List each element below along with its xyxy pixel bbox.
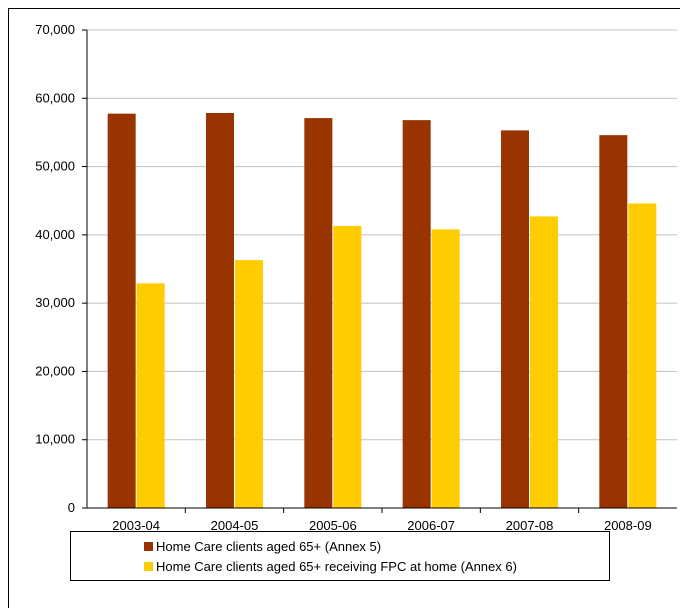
bar-series-2	[431, 229, 460, 508]
legend-label-series-1: Home Care clients aged 65+ (Annex 5)	[156, 539, 382, 554]
bar-series-2	[530, 216, 558, 509]
y-tick-label: 30,000	[35, 295, 75, 310]
legend-item-series-2: Home Care clients aged 65+ receiving FPC…	[144, 559, 517, 574]
x-tick-label: 2003-04	[112, 518, 160, 533]
bar-series-1	[304, 118, 333, 509]
bar-series-2	[235, 260, 263, 508]
gridlines	[87, 29, 677, 441]
bar-series-2	[628, 203, 657, 508]
y-tick-label: 40,000	[35, 227, 75, 242]
bar-series-1	[402, 120, 431, 508]
legend-label-series-2: Home Care clients aged 65+ receiving FPC…	[156, 559, 517, 574]
y-tick-label: 10,000	[35, 432, 75, 447]
x-tick-label: 2004-05	[211, 518, 259, 533]
x-tick-label: 2006-07	[407, 518, 455, 533]
bars	[107, 112, 657, 509]
y-tick-label: 20,000	[35, 363, 75, 378]
x-tick-label: 2008-09	[604, 518, 652, 533]
axes	[82, 29, 677, 513]
legend-swatch-series-1	[144, 542, 153, 551]
bar-series-2	[136, 283, 165, 508]
y-tick-label: 0	[68, 500, 75, 515]
bar-series-1	[501, 130, 529, 508]
legend-item-series-1: Home Care clients aged 65+ (Annex 5)	[144, 539, 381, 554]
chart-frame	[8, 8, 680, 608]
bar-series-1	[107, 113, 136, 509]
y-tick-label: 70,000	[35, 22, 75, 37]
y-tick-label: 50,000	[35, 159, 75, 174]
bar-series-1	[599, 135, 628, 508]
legend: Home Care clients aged 65+ (Annex 5) Hom…	[70, 531, 610, 581]
x-tick-label: 2007-08	[506, 518, 554, 533]
y-tick-labels: 0 10,000 20,000 30,000 40,000 50,000 60,000 70,…	[35, 22, 75, 515]
y-tick-label: 60,000	[35, 90, 75, 105]
x-tick-label: 2005-06	[309, 518, 357, 533]
bar-series-1	[206, 112, 234, 509]
bar-series-2	[333, 225, 362, 509]
legend-swatch-series-2	[144, 562, 153, 571]
x-tick-labels: 2003-04 2004-05 2005-06 2006-07 2007-08 2008-…	[112, 518, 651, 533]
